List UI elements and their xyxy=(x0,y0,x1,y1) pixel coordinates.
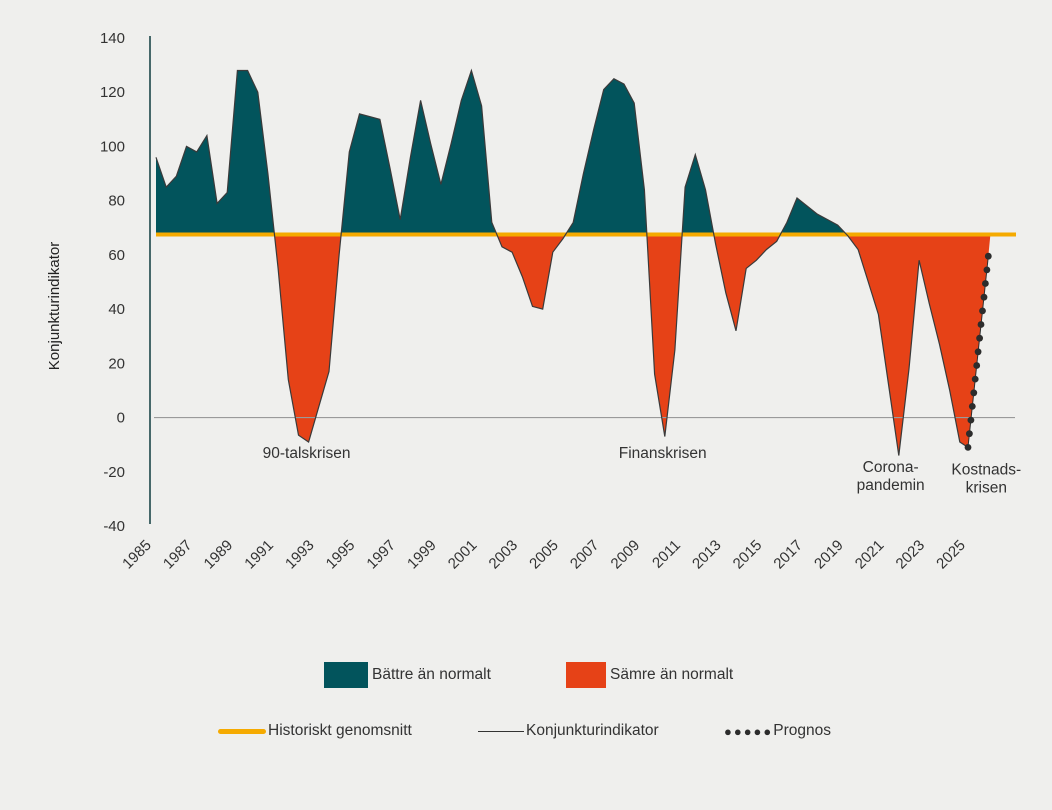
legend-item-indicator: Konjunkturindikator xyxy=(478,722,659,740)
legend-label-better: Bättre än normalt xyxy=(372,666,491,683)
x-tick-label: 2005 xyxy=(526,537,562,573)
x-tick-label: 2007 xyxy=(567,537,603,573)
forecast-dots xyxy=(964,252,992,451)
annotations: 90-talskrisen Finanskrisen Corona-pandemin… xyxy=(263,445,1022,496)
x-tick-label: 1987 xyxy=(160,537,196,573)
x-tick-label: 2015 xyxy=(730,537,766,573)
forecast-dot xyxy=(984,252,992,260)
x-tick-label: 1999 xyxy=(404,537,440,573)
indicator-line xyxy=(155,68,969,456)
legend-item-forecast: ●●●●● Prognos xyxy=(724,722,831,740)
y-tick-label: 80 xyxy=(108,193,125,210)
worse-area-7 xyxy=(713,234,781,331)
x-tick-label: 1995 xyxy=(323,537,359,573)
x-tick-label: 1993 xyxy=(282,537,318,573)
x-tick-label: 2013 xyxy=(689,537,725,573)
better-area-2 xyxy=(341,70,497,235)
x-tick-label: 2025 xyxy=(933,537,969,573)
x-tick-label: 1991 xyxy=(241,537,277,573)
legend-item-better: Bättre än normalt xyxy=(324,662,491,688)
better-area-4 xyxy=(565,78,647,235)
x-tick-label: 1989 xyxy=(201,537,237,573)
x-tick-label: 2023 xyxy=(893,537,929,573)
area-fills xyxy=(156,70,991,456)
y-tick-labels: 140 120 100 80 60 40 20 0 -20 -40 xyxy=(100,30,125,535)
legend-forecast-dots: ●●●●● xyxy=(724,723,774,739)
x-tick-label: 2021 xyxy=(852,537,888,573)
x-tick-label: 1985 xyxy=(119,537,155,573)
worse-area-5 xyxy=(646,234,683,437)
worse-area-9 xyxy=(846,234,991,456)
y-axis-label: Konjunkturindikator xyxy=(46,242,63,370)
legend-indicator-line xyxy=(478,730,524,732)
legend-label-forecast: Prognos xyxy=(773,722,831,739)
legend-swatch-worse xyxy=(566,662,606,688)
y-tick-label: 120 xyxy=(100,84,125,101)
better-area-0 xyxy=(156,70,275,235)
forecast-dot xyxy=(964,444,972,451)
y-tick-label: 0 xyxy=(117,410,125,427)
y-tick-label: 60 xyxy=(108,247,125,264)
x-tick-label: 2011 xyxy=(649,537,684,572)
forecast-line xyxy=(967,256,989,448)
x-tick-label: 1997 xyxy=(363,537,399,573)
legend-label-average: Historiskt genomsnitt xyxy=(268,722,412,739)
worse-area-1 xyxy=(274,234,342,442)
better-area-6 xyxy=(682,154,714,235)
legend-item-worse: Sämre än normalt xyxy=(566,662,733,688)
y-tick-label: 20 xyxy=(108,355,125,372)
y-tick-label: 40 xyxy=(108,301,125,318)
y-tick-label: 140 xyxy=(100,30,125,47)
y-tick-label: -20 xyxy=(103,464,125,481)
annotation-label: Corona-pandemin xyxy=(857,459,925,494)
annotation-label: Finanskrisen xyxy=(619,445,707,462)
x-tick-labels: 1985 1987 1989 1991 1993 1995 1997 1999 2001 2003… xyxy=(119,537,969,573)
x-tick-label: 2003 xyxy=(486,537,522,573)
legend-label-indicator: Konjunkturindikator xyxy=(526,722,659,739)
legend-swatch-better xyxy=(324,662,368,688)
y-tick-label: 100 xyxy=(100,138,125,155)
better-area-8 xyxy=(780,198,847,235)
legend-average-line xyxy=(218,728,266,734)
y-tick-label: -40 xyxy=(103,518,125,535)
x-tick-label: 2019 xyxy=(811,537,847,573)
legend-label-worse: Sämre än normalt xyxy=(610,666,734,683)
x-tick-label: 2001 xyxy=(445,537,481,573)
annotation-label: Kostnads-krisen xyxy=(951,461,1021,496)
worse-area-3 xyxy=(496,234,566,310)
x-tick-label: 2017 xyxy=(770,537,806,573)
annotation-label: 90-talskrisen xyxy=(263,445,351,462)
x-tick-label: 2009 xyxy=(608,537,644,573)
legend-item-average: Historiskt genomsnitt xyxy=(218,722,412,740)
